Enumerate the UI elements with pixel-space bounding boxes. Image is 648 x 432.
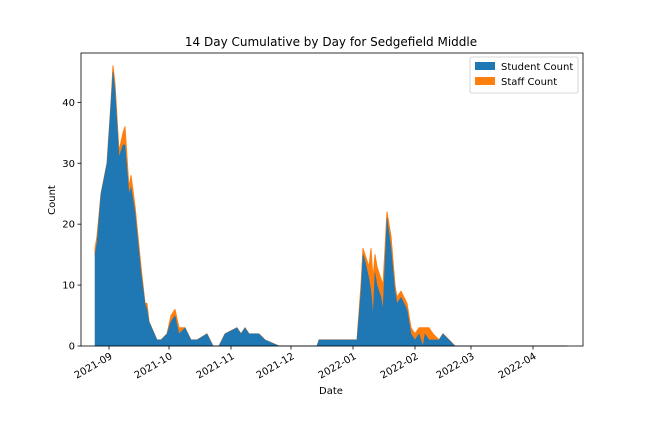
y-tick-label: 40 <box>62 98 75 109</box>
chart-title: 14 Day Cumulative by Day for Sedgefield … <box>185 35 477 49</box>
legend-box <box>469 56 579 94</box>
y-tick-label: 30 <box>62 159 75 170</box>
legend-label: Student Count <box>501 62 573 73</box>
y-tick-label: 20 <box>62 220 75 231</box>
y-axis-label: Count <box>47 185 58 215</box>
y-tick-label: 10 <box>62 281 75 292</box>
legend-swatch <box>475 62 495 70</box>
y-tick-label: 0 <box>69 342 75 353</box>
legend-swatch <box>475 77 495 85</box>
legend-label: Staff Count <box>501 77 557 88</box>
plot-frame <box>80 52 584 347</box>
legend: Student Count Staff Count <box>469 56 579 94</box>
series-area-student-count <box>94 71 568 347</box>
x-axis-label: Date <box>319 386 343 397</box>
